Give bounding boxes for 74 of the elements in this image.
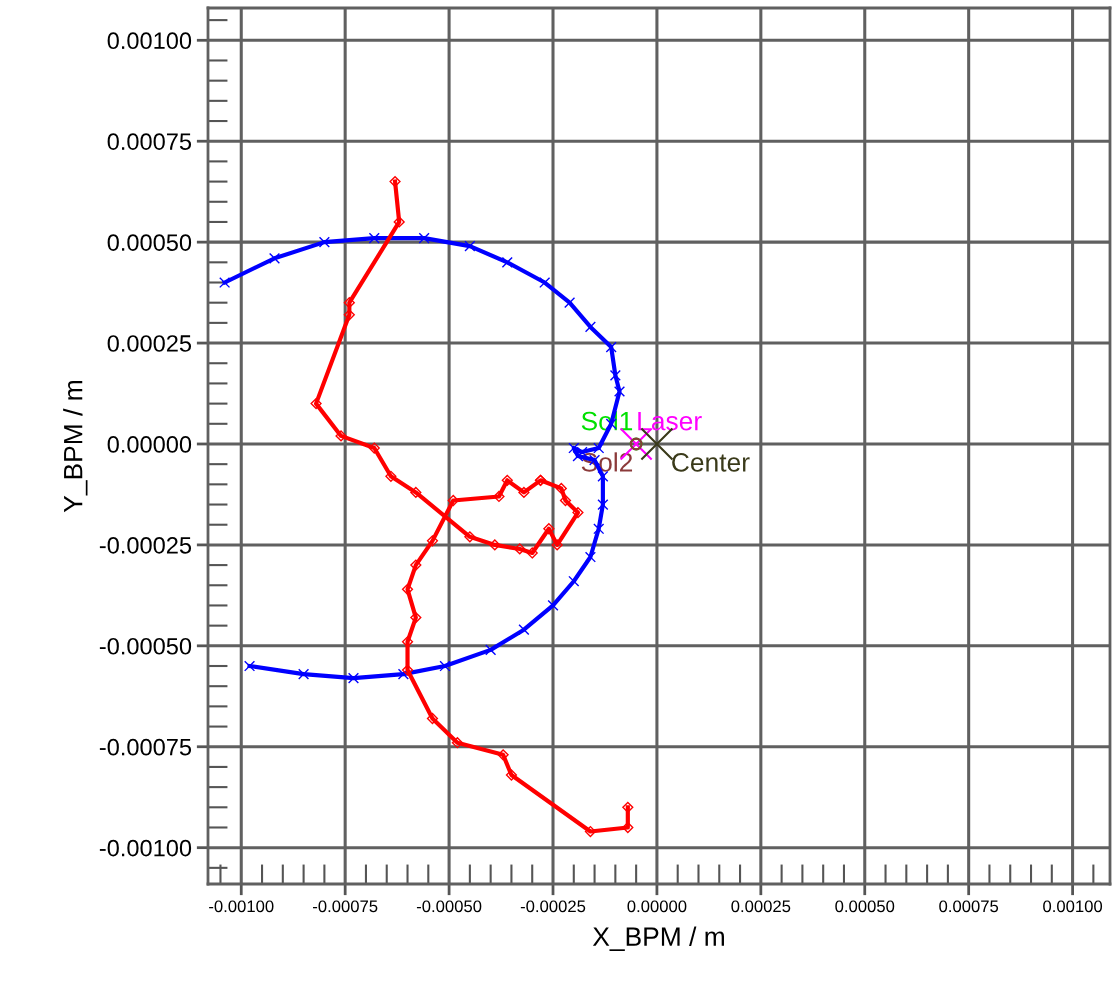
point (268, 252, 281, 264)
x-tick-label: 0.00075 (939, 900, 999, 913)
point (568, 575, 580, 587)
point (584, 321, 596, 333)
point (526, 547, 538, 559)
point (572, 507, 584, 519)
point (389, 175, 401, 188)
point (518, 486, 530, 499)
y-tick-label: 0.00000 (107, 436, 192, 453)
point (613, 385, 626, 398)
point (505, 769, 518, 781)
point (609, 369, 621, 381)
point (219, 276, 231, 289)
x-tick-label: -0.00100 (209, 900, 274, 913)
y-tick-label: 0.00100 (107, 32, 192, 50)
point (464, 240, 476, 252)
point (447, 494, 459, 507)
point (368, 232, 380, 244)
point (514, 543, 526, 555)
x-tick-label: -0.00025 (520, 900, 586, 913)
point (497, 749, 509, 761)
y-tick-label: -0.00025 (99, 536, 192, 554)
point (605, 341, 617, 353)
point (426, 535, 439, 547)
point (559, 494, 572, 507)
x-tick-label: -0.00075 (313, 900, 378, 913)
point (451, 737, 464, 749)
point (401, 583, 414, 595)
point (493, 490, 505, 503)
point (543, 523, 555, 535)
x-tick-label: 0.00100 (1043, 900, 1103, 913)
point (318, 236, 330, 248)
point (439, 660, 451, 672)
y-tick-label: -0.00075 (99, 738, 192, 756)
point (397, 668, 409, 680)
point (584, 551, 596, 563)
point (501, 256, 513, 268)
x-tick-label: 0.00050 (835, 900, 895, 913)
point (298, 668, 310, 680)
x-tick-label: -0.00050 (416, 900, 482, 913)
y-tick-label: -0.00050 (99, 637, 192, 655)
point (347, 672, 360, 684)
y-axis-title: Y_BPM / m (63, 381, 88, 513)
point (551, 539, 563, 551)
point (501, 474, 513, 486)
point (489, 539, 501, 551)
point (368, 442, 380, 454)
point (310, 398, 322, 410)
x-tick-label: 0.00025 (731, 900, 791, 913)
point (418, 232, 430, 244)
point (410, 559, 422, 571)
y-tick-label: 0.00075 (107, 133, 192, 150)
point (485, 644, 497, 656)
point (597, 498, 609, 511)
series-label: Center (672, 453, 750, 472)
x-tick-label: 0.00000 (627, 900, 687, 913)
point (555, 482, 567, 494)
point (622, 801, 634, 813)
point (568, 442, 580, 454)
point (393, 216, 405, 228)
point (464, 531, 476, 543)
point (426, 712, 439, 725)
y-tick-label: 0.00050 (107, 234, 192, 251)
point (343, 309, 355, 321)
point (593, 523, 605, 535)
x-axis-title: X_BPM / m (592, 926, 724, 951)
point (335, 430, 347, 442)
point (385, 470, 397, 482)
point (410, 486, 422, 499)
y-tick-label: -0.00100 (99, 839, 192, 857)
y-tick-label: 0.00025 (107, 335, 192, 352)
point (244, 660, 256, 672)
point (410, 611, 422, 624)
point (518, 624, 530, 636)
